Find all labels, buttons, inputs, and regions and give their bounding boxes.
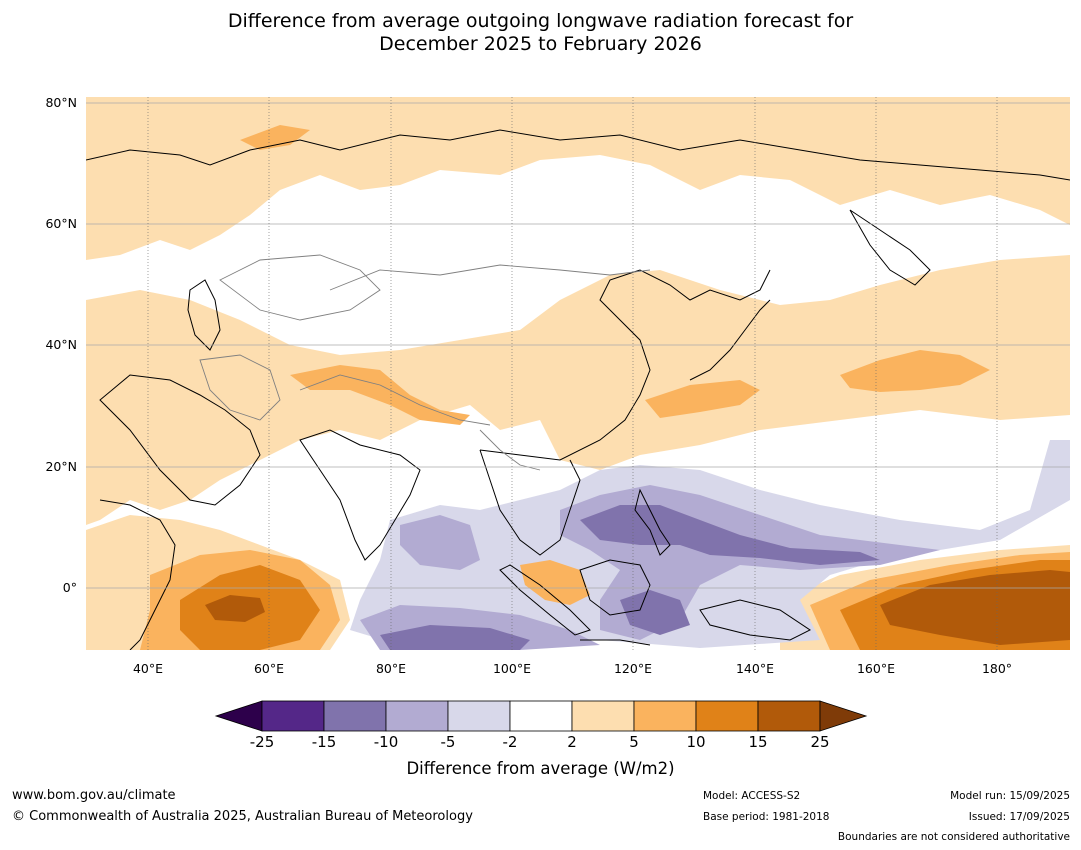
colorbar-tick-9: 25 [810,733,830,751]
colorbar-bin-3 [385,700,449,732]
gridlines [86,97,1070,650]
coast-japan [689,299,771,381]
anomaly-region-nw-pacific [645,380,760,418]
lon-label-80e: 80°E [375,661,407,676]
title-line-1: Difference from average outgoing longwav… [227,10,854,32]
colorbar-bin-2 [323,700,387,732]
colorbar-tick-1: -15 [311,733,337,751]
coast-china [479,269,771,461]
footer-disclaimer: Boundaries are not considered authoritat… [837,831,1070,843]
lon-label-60e: 60°E [253,661,285,676]
lon-label-120e: 120°E [613,661,652,676]
lat-label-80: 80°N [45,95,77,110]
anomaly-region-sumatra [520,560,590,605]
footer-model-run: Model run: 15/09/2025 [950,790,1070,802]
coast-sumatra [499,564,591,636]
anomaly-region-tibet [290,365,470,425]
footer-model: Model: ACCESS-S2 [703,790,801,802]
coast-philippines [634,488,671,556]
border-iran [199,354,281,421]
anomaly-region-arctic [240,125,310,150]
coast-java [580,639,651,646]
colorbar-tick-4: -2 [502,733,518,751]
anomaly-region-central-asia [86,255,1070,525]
anomaly-region-maritime-6 [380,625,530,650]
coastlines [86,129,1070,650]
colorbar-extend-low [214,700,263,732]
map-fields [86,97,1070,650]
lat-label-60: 60°N [45,216,77,231]
anomaly-region-w-indian-4 [205,595,265,622]
colorbar-tick-2: -10 [373,733,399,751]
footer-website[interactable]: www.bom.gov.au/climate [12,788,176,803]
colorbar-bin-9 [757,700,821,732]
border-se-asia [479,429,541,471]
anomaly-region-maritime-7 [620,590,690,635]
colorbar-bin-1 [261,700,325,732]
lon-label-40e: 40°E [132,661,164,676]
footer-copyright: © Commonwealth of Australia 2025, Austra… [12,809,473,824]
colorbar-tick-7: 10 [686,733,706,751]
colorbar-extend-high [819,700,868,732]
colorbar-bin-6 [571,700,635,732]
colorbar-bin-7 [633,700,697,732]
anomaly-region-north [86,97,1070,260]
colorbar-bin-5 [509,700,573,732]
border-kazakhstan [219,254,381,321]
footer-base-period: Base period: 1981-2018 [703,811,830,823]
coast-east-africa [99,499,176,650]
coast-borneo [579,559,651,616]
colorbar-tick-6: 5 [629,733,639,751]
coast-kamchatka [849,209,931,286]
lon-label-160e: 160°E [856,661,895,676]
colorbar-label: Difference from average (W/m2) [406,759,675,778]
coast-arctic [86,129,1070,181]
anomaly-region-c-pacific-4 [880,570,1070,645]
colorbar-tick-3: -5 [440,733,456,751]
title-line-2: December 2025 to February 2026 [379,33,702,55]
colorbar-bin-4 [447,700,511,732]
border-china-mongolia [329,264,651,291]
colorbar-tick-5: 2 [567,733,577,751]
lon-label-100e: 100°E [492,661,531,676]
colorbar-tick-0: -25 [249,733,275,751]
colorbar [214,700,868,732]
anomaly-region-mid-pacific [840,350,990,392]
colorbar-bin-8 [695,700,759,732]
lon-label-140e: 140°E [735,661,774,676]
lat-label-20: 20°N [45,459,77,474]
coast-caspian [187,279,221,351]
coast-arabia [99,374,261,506]
coast-india [299,429,421,561]
coast-indochina [479,449,581,556]
lat-label-0: 0° [62,580,77,595]
coast-new-guinea [699,599,811,641]
lat-label-40: 40°N [45,337,77,352]
colorbar-tick-8: 15 [748,733,768,751]
lon-label-180: 180° [981,661,1013,676]
anomaly-region-maritime-2 [400,515,480,570]
border-himalaya [299,374,491,426]
page-title: Difference from average outgoing longwav… [0,10,1081,56]
borders [199,254,651,471]
footer-issued: Issued: 17/09/2025 [968,811,1070,823]
